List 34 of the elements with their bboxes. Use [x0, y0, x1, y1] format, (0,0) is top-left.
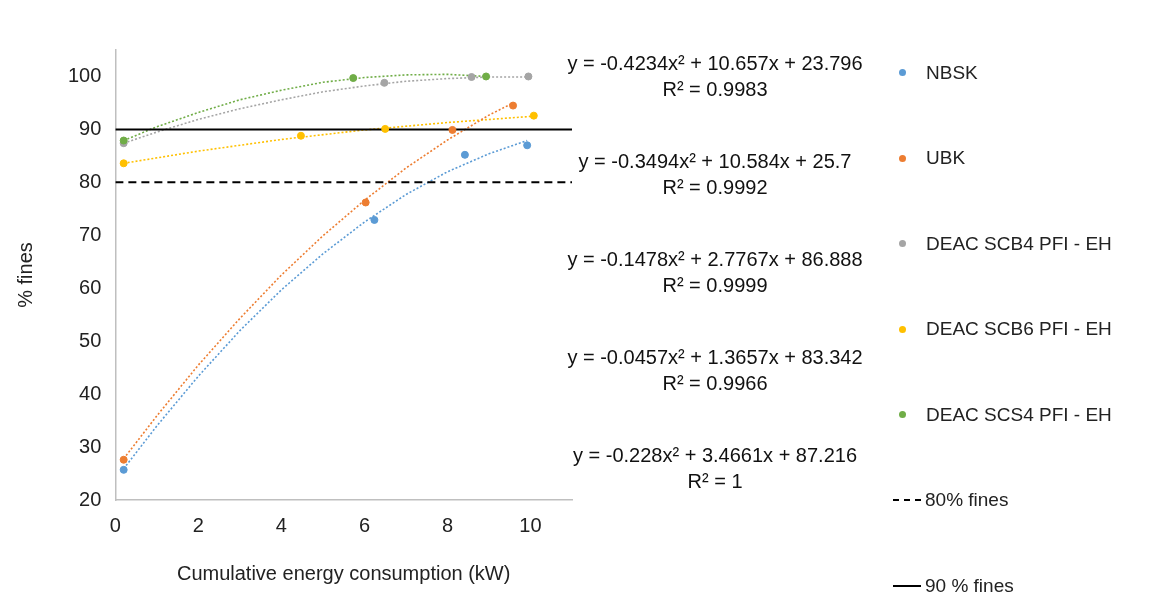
- y-tick-label: 100: [67, 63, 102, 86]
- x-tick-label: 4: [275, 513, 287, 536]
- text: R² = 0.9983: [661, 77, 769, 102]
- annotation: y = -0.4234x² + 10.657x + 23.796: [566, 51, 864, 76]
- x-tick-label: 2: [192, 513, 204, 536]
- y-tick-label: 40: [79, 381, 102, 404]
- text: R² = 0.9999: [661, 273, 769, 298]
- legend-label: 90 % fines: [925, 574, 1014, 597]
- y-tick-label: 30: [79, 434, 102, 457]
- text: R² = 1: [686, 469, 744, 494]
- legend-label: DEAC SCB6 PFI - EH: [926, 318, 1112, 341]
- text: R² = 0.9966: [661, 371, 769, 396]
- legend-label: DEAC SCS4 PFI - EH: [926, 403, 1112, 426]
- legend-label: 80% fines: [925, 489, 1009, 512]
- x-tick-label: 6: [358, 513, 370, 536]
- y-tick-label: 80: [79, 169, 102, 192]
- x-tick-label: 8: [441, 513, 454, 536]
- text: R² = 0.9992: [661, 175, 769, 200]
- legend-label: DEAC SCB4 PFI - EH: [926, 232, 1112, 255]
- y-tick-label: 50: [79, 328, 102, 351]
- x-axis-title: Cumulative energy consumption (kW): [176, 561, 511, 584]
- text: y = -0.3494x² + 10.584x + 25.7: [577, 149, 853, 174]
- annotation: y = -0.228x² + 3.4661x + 87.216: [571, 443, 859, 468]
- legend-label: NBSK: [926, 61, 978, 84]
- y-tick-label: 70: [79, 222, 102, 245]
- annotation: y = -0.1478x² + 2.7767x + 86.888: [566, 247, 864, 272]
- legend-label: UBK: [926, 147, 966, 170]
- x-tick-label: 10: [519, 513, 542, 536]
- y-tick-label: 60: [79, 275, 102, 298]
- annotation: y = -0.0457x² + 1.3657x + 83.342: [566, 345, 864, 370]
- y-tick-label: 20: [79, 487, 102, 510]
- x-tick-label: 0: [109, 513, 121, 536]
- y-axis-title: % fines: [13, 242, 36, 308]
- y-tick-label: 90: [79, 116, 102, 139]
